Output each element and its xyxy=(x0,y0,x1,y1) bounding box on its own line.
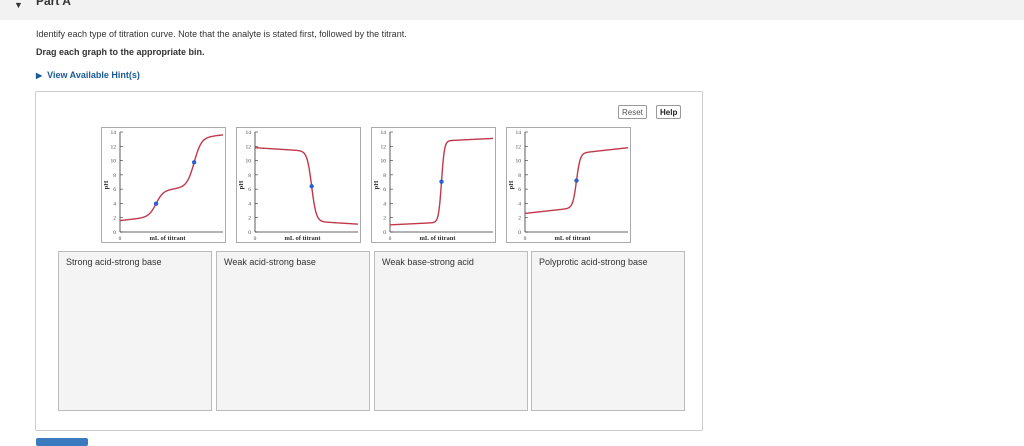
x-axis-label: mL of titrant xyxy=(554,235,591,242)
y-tick-label: 2 xyxy=(518,216,521,222)
y-tick-label: 10 xyxy=(516,159,522,165)
x-axis-label: mL of titrant xyxy=(149,235,186,242)
y-tick-label: 6 xyxy=(518,187,521,193)
x-tick-label: 0 xyxy=(119,236,122,242)
x-tick-label: 0 xyxy=(524,236,527,242)
graph-card-3[interactable]: 0 2 4 6 8 10 12 14 0 mL of titrant pH xyxy=(371,127,496,243)
y-tick-label: 2 xyxy=(383,216,386,222)
bin-label: Weak acid-strong base xyxy=(224,257,316,267)
y-tick-label: 12 xyxy=(381,144,387,150)
y-tick-label: 10 xyxy=(381,159,387,165)
y-tick-label: 0 xyxy=(248,230,251,236)
part-title: Part A xyxy=(36,0,71,8)
equivalence-point xyxy=(439,179,444,184)
titration-graph: 0 2 4 6 8 10 12 14 0 mL of titrant pH xyxy=(103,130,224,242)
graph-card-4[interactable]: 0 2 4 6 8 10 12 14 0 mL of titrant pH xyxy=(506,127,631,243)
y-tick-label: 4 xyxy=(248,201,251,207)
y-tick-label: 10 xyxy=(246,159,252,165)
titration-graph: 0 2 4 6 8 10 12 14 0 mL of titrant pH xyxy=(238,130,359,242)
y-tick-label: 4 xyxy=(383,201,386,207)
y-tick-label: 0 xyxy=(383,230,386,236)
titration-curve xyxy=(254,147,359,225)
bin-label: Polyprotic acid-strong base xyxy=(539,257,648,267)
y-tick-label: 2 xyxy=(113,216,116,222)
y-tick-label: 8 xyxy=(113,173,116,179)
y-tick-label: 0 xyxy=(518,230,521,236)
y-tick-label: 14 xyxy=(381,130,387,136)
reset-button[interactable]: Reset xyxy=(618,105,647,119)
equivalence-point xyxy=(574,178,579,183)
y-tick-label: 0 xyxy=(113,230,116,236)
drag-drop-panel: Reset Help 0 2 4 6 8 10 12 14 0 mL of titrant pH 0… xyxy=(35,91,703,431)
expand-triangle-icon: ▶ xyxy=(36,71,43,80)
y-axis-label: pH xyxy=(373,181,380,190)
titration-graph: 0 2 4 6 8 10 12 14 0 mL of titrant pH xyxy=(373,130,494,242)
bin-label: Strong acid-strong base xyxy=(66,257,162,267)
y-tick-label: 6 xyxy=(113,187,116,193)
x-tick-label: 0 xyxy=(254,236,257,242)
graph-card-2[interactable]: 0 2 4 6 8 10 12 14 0 mL of titrant pH xyxy=(236,127,361,243)
y-tick-label: 4 xyxy=(113,201,116,207)
y-tick-label: 10 xyxy=(111,159,117,165)
titration-graph: 0 2 4 6 8 10 12 14 0 mL of titrant pH xyxy=(508,130,629,242)
y-tick-label: 12 xyxy=(111,144,117,150)
y-tick-label: 6 xyxy=(383,187,386,193)
bin-label: Weak base-strong acid xyxy=(382,257,474,267)
y-axis-label: pH xyxy=(508,181,515,190)
y-tick-label: 8 xyxy=(383,173,386,179)
titration-curve xyxy=(119,134,224,222)
y-tick-label: 6 xyxy=(248,187,251,193)
y-tick-label: 14 xyxy=(246,130,252,136)
y-tick-label: 8 xyxy=(248,173,251,179)
y-axis-label: pH xyxy=(238,181,245,190)
view-hints-label: View Available Hint(s) xyxy=(47,70,140,80)
collapse-caret-icon[interactable]: ▼ xyxy=(14,0,23,10)
graph-card-1[interactable]: 0 2 4 6 8 10 12 14 0 mL of titrant pH xyxy=(101,127,226,243)
question-instruction: Identify each type of titration curve. N… xyxy=(36,29,407,39)
part-header[interactable]: ▼ Part A xyxy=(0,0,1024,20)
y-tick-label: 12 xyxy=(246,144,252,150)
y-tick-label: 14 xyxy=(516,130,522,136)
bin-strong-acid-strong-base[interactable]: Strong acid-strong base xyxy=(58,251,212,411)
y-tick-label: 2 xyxy=(248,216,251,222)
bin-polyprotic-acid-strong-base[interactable]: Polyprotic acid-strong base xyxy=(531,251,685,411)
x-axis-label: mL of titrant xyxy=(419,235,456,242)
equivalence-point xyxy=(309,184,314,189)
submit-button[interactable] xyxy=(36,438,88,446)
y-tick-label: 4 xyxy=(518,201,521,207)
y-tick-label: 12 xyxy=(516,144,522,150)
drag-instruction: Drag each graph to the appropriate bin. xyxy=(36,47,205,57)
help-button[interactable]: Help xyxy=(656,105,682,119)
bin-weak-base-strong-acid[interactable]: Weak base-strong acid xyxy=(374,251,528,411)
bin-weak-acid-strong-base[interactable]: Weak acid-strong base xyxy=(216,251,370,411)
y-axis-label: pH xyxy=(103,181,110,190)
equivalence-point xyxy=(153,201,159,206)
view-hints-link[interactable]: ▶ View Available Hint(s) xyxy=(36,70,140,80)
equivalence-point xyxy=(191,160,197,165)
x-tick-label: 0 xyxy=(389,236,392,242)
y-tick-label: 8 xyxy=(518,173,521,179)
x-axis-label: mL of titrant xyxy=(284,235,321,242)
y-tick-label: 14 xyxy=(111,130,117,136)
